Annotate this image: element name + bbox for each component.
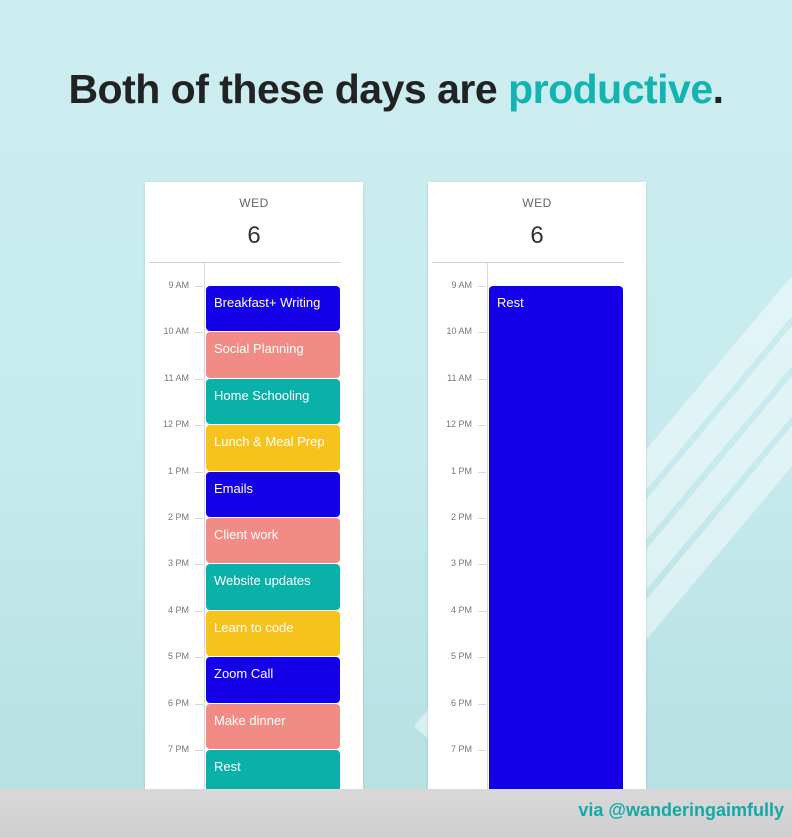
hour-label: 1 PM <box>167 465 189 476</box>
headline-period: . <box>712 66 724 112</box>
hour-label: 2 PM <box>450 512 472 522</box>
hour-label: 3 PM <box>167 558 189 569</box>
hour-label: 2 PM <box>167 512 189 522</box>
hour-label: 9 AM <box>168 280 189 290</box>
time-gutter-divider <box>487 262 488 792</box>
hour-label: 10 AM <box>163 326 189 337</box>
day-number: 6 <box>247 222 261 249</box>
hour-tick <box>195 425 203 427</box>
day-number: 6 <box>530 222 544 249</box>
hour-label: 11 AM <box>164 372 189 383</box>
hour-tick <box>478 703 486 705</box>
hour-label: 4 PM <box>167 604 189 615</box>
hour-tick <box>478 518 486 519</box>
hour-tick <box>478 378 486 380</box>
hour-tick <box>195 286 203 287</box>
headline-accent-word: productive <box>508 66 713 112</box>
hour-tick <box>478 471 486 473</box>
hour-tick <box>195 610 203 612</box>
footer-bar <box>0 789 792 837</box>
hour-tick <box>195 703 203 705</box>
hour-label: 5 PM <box>167 651 189 662</box>
calendar-event[interactable]: Zoom Call <box>206 657 340 703</box>
credit-text: via @wanderingaimfully <box>578 800 784 820</box>
hour-tick <box>195 471 203 473</box>
hour-label: 12 PM <box>445 419 472 430</box>
calendar-event[interactable]: Client work <box>206 518 340 564</box>
hour-label: 12 PM <box>162 419 189 430</box>
calendar-event[interactable]: Emails <box>206 471 340 517</box>
header-divider <box>432 262 624 263</box>
hour-label: 5 PM <box>450 651 472 662</box>
hour-tick <box>195 657 203 659</box>
hour-tick <box>195 750 203 751</box>
hour-label: 9 AM <box>451 280 472 290</box>
calendar-event[interactable]: Rest <box>206 750 340 792</box>
hour-label: 6 PM <box>450 697 472 708</box>
calendar-day-busy: WED 6 9 AM 10 AM 11 AM 12 PM 1 PM 2 PM 3 PM 4 P… <box>145 182 363 792</box>
hour-tick <box>478 332 486 334</box>
calendar-event[interactable]: Breakfast+ Writing <box>206 286 340 332</box>
calendar-event[interactable]: Make dinner <box>206 703 340 749</box>
calendar-event[interactable]: Social Planning <box>206 332 340 378</box>
day-name: WED <box>522 196 552 210</box>
hour-label: 7 PM <box>450 744 472 754</box>
hour-tick <box>478 750 486 751</box>
hour-label: 11 AM <box>447 372 472 383</box>
hour-tick <box>478 657 486 659</box>
hour-tick <box>478 610 486 612</box>
hour-tick <box>478 564 486 566</box>
hour-tick <box>478 425 486 427</box>
hour-tick <box>195 518 203 519</box>
hour-label: 1 PM <box>450 465 472 476</box>
hour-tick <box>195 378 203 380</box>
time-gutter-divider <box>204 262 205 792</box>
hour-tick <box>195 564 203 566</box>
headline-lead: Both of these days are <box>68 66 509 112</box>
hour-label: 10 AM <box>446 326 472 337</box>
headline: Both of these days are productive. <box>0 66 792 113</box>
calendar-day-rest: WED 6 9 AM 10 AM 11 AM 12 PM 1 PM 2 PM 3 PM 4 P… <box>428 182 646 792</box>
day-name: WED <box>239 196 269 210</box>
header-divider <box>149 262 341 263</box>
hour-tick <box>478 286 486 287</box>
hour-tick <box>195 332 203 334</box>
hour-label: 4 PM <box>450 604 472 615</box>
calendar-event[interactable]: Rest <box>489 286 623 792</box>
hour-label: 6 PM <box>167 697 189 708</box>
hour-label: 7 PM <box>167 744 189 754</box>
hour-label: 3 PM <box>450 558 472 569</box>
calendar-event[interactable]: Home Schooling <box>206 378 340 425</box>
calendar-event[interactable]: Lunch & Meal Prep <box>206 425 340 471</box>
calendar-event[interactable]: Website updates <box>206 564 340 610</box>
calendar-event[interactable]: Learn to code <box>206 610 340 657</box>
